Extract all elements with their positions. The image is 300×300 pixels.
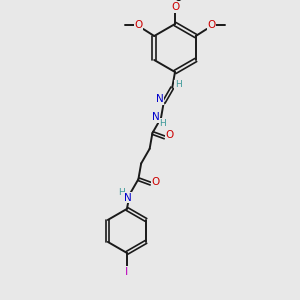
- Text: O: O: [208, 20, 216, 30]
- Text: H: H: [175, 80, 181, 89]
- Text: O: O: [171, 2, 179, 12]
- Text: N: N: [156, 94, 164, 104]
- Text: N: N: [124, 193, 132, 203]
- Text: I: I: [125, 267, 128, 277]
- Text: N: N: [152, 112, 160, 122]
- Text: H: H: [118, 188, 125, 197]
- Text: H: H: [160, 119, 166, 128]
- Text: O: O: [134, 20, 142, 30]
- Text: O: O: [152, 177, 160, 187]
- Text: O: O: [166, 130, 174, 140]
